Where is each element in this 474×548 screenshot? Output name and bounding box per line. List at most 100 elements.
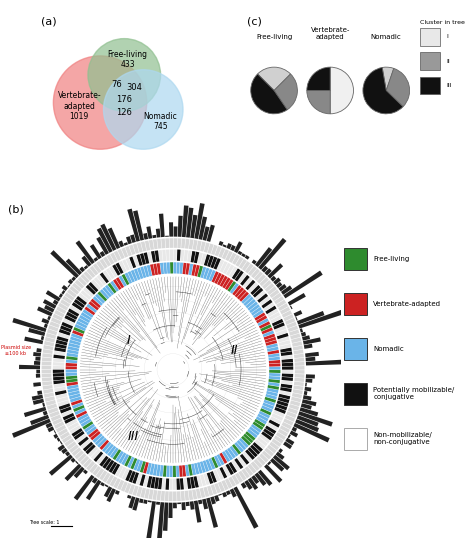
Wedge shape xyxy=(66,366,77,369)
Wedge shape xyxy=(44,305,55,312)
Wedge shape xyxy=(237,289,246,300)
Wedge shape xyxy=(288,434,291,438)
Wedge shape xyxy=(210,256,217,269)
Wedge shape xyxy=(306,374,315,379)
Wedge shape xyxy=(306,357,315,361)
Wedge shape xyxy=(89,301,99,310)
Wedge shape xyxy=(12,419,51,438)
Wedge shape xyxy=(80,456,89,465)
Wedge shape xyxy=(276,282,283,288)
Wedge shape xyxy=(228,477,236,487)
Wedge shape xyxy=(124,242,128,246)
Wedge shape xyxy=(267,309,278,317)
Wedge shape xyxy=(106,475,114,484)
Wedge shape xyxy=(260,408,272,415)
Wedge shape xyxy=(81,419,91,427)
Wedge shape xyxy=(200,242,206,252)
Wedge shape xyxy=(281,286,292,295)
Wedge shape xyxy=(249,304,260,313)
Circle shape xyxy=(54,56,147,149)
Wedge shape xyxy=(129,256,136,268)
Wedge shape xyxy=(247,301,258,311)
Wedge shape xyxy=(243,452,252,463)
Wedge shape xyxy=(134,269,140,280)
Wedge shape xyxy=(295,366,304,370)
Wedge shape xyxy=(257,414,269,421)
Wedge shape xyxy=(134,459,140,471)
Wedge shape xyxy=(242,469,250,478)
Wedge shape xyxy=(118,453,127,464)
Wedge shape xyxy=(96,261,105,271)
Wedge shape xyxy=(254,419,265,427)
Wedge shape xyxy=(225,449,233,460)
Text: Nomadic: Nomadic xyxy=(374,346,404,352)
Wedge shape xyxy=(188,490,193,500)
Wedge shape xyxy=(78,436,89,446)
Wedge shape xyxy=(305,383,307,386)
Wedge shape xyxy=(144,266,149,277)
Wedge shape xyxy=(303,395,311,401)
Wedge shape xyxy=(230,245,236,251)
Wedge shape xyxy=(214,455,221,467)
Wedge shape xyxy=(202,226,210,241)
Wedge shape xyxy=(64,293,74,301)
Wedge shape xyxy=(235,287,244,298)
Wedge shape xyxy=(293,389,303,394)
Text: Non-mobilizable/
non-conjugative: Non-mobilizable/ non-conjugative xyxy=(374,432,432,446)
Wedge shape xyxy=(124,455,132,467)
Wedge shape xyxy=(269,360,280,364)
Wedge shape xyxy=(86,480,101,500)
Wedge shape xyxy=(92,433,103,443)
Wedge shape xyxy=(242,261,250,271)
Wedge shape xyxy=(92,477,98,484)
Wedge shape xyxy=(78,318,89,326)
Wedge shape xyxy=(79,416,90,424)
Text: Free-living
433: Free-living 433 xyxy=(108,50,148,69)
Wedge shape xyxy=(283,314,294,321)
Wedge shape xyxy=(221,480,228,490)
Wedge shape xyxy=(65,451,70,456)
Wedge shape xyxy=(178,216,182,237)
Wedge shape xyxy=(225,279,233,290)
Wedge shape xyxy=(83,459,92,468)
Text: Tree scale: 1: Tree scale: 1 xyxy=(29,520,59,525)
Wedge shape xyxy=(71,333,82,340)
Wedge shape xyxy=(162,250,166,261)
Wedge shape xyxy=(161,491,165,501)
Wedge shape xyxy=(185,502,190,506)
Wedge shape xyxy=(72,402,83,409)
Wedge shape xyxy=(70,397,82,402)
Wedge shape xyxy=(232,285,241,295)
Wedge shape xyxy=(106,460,114,471)
Wedge shape xyxy=(241,253,246,258)
Wedge shape xyxy=(278,336,290,342)
Text: I: I xyxy=(126,334,130,347)
Wedge shape xyxy=(47,404,57,410)
Wedge shape xyxy=(262,299,273,309)
Wedge shape xyxy=(234,241,243,253)
Wedge shape xyxy=(43,385,53,390)
Wedge shape xyxy=(235,271,244,282)
Wedge shape xyxy=(153,464,158,476)
Wedge shape xyxy=(301,332,306,336)
Wedge shape xyxy=(56,437,61,442)
Wedge shape xyxy=(116,451,124,462)
Wedge shape xyxy=(218,482,225,492)
Wedge shape xyxy=(157,239,162,249)
Wedge shape xyxy=(81,439,91,449)
Wedge shape xyxy=(156,465,161,476)
Wedge shape xyxy=(264,464,283,483)
Wedge shape xyxy=(55,310,64,317)
Wedge shape xyxy=(137,254,143,266)
Wedge shape xyxy=(295,317,298,321)
Wedge shape xyxy=(145,488,150,499)
Wedge shape xyxy=(79,315,90,323)
Wedge shape xyxy=(130,235,136,243)
Wedge shape xyxy=(156,263,161,275)
Wedge shape xyxy=(243,277,253,288)
Wedge shape xyxy=(44,392,54,398)
Wedge shape xyxy=(277,401,288,407)
Wedge shape xyxy=(137,460,143,472)
Wedge shape xyxy=(294,378,304,382)
Wedge shape xyxy=(219,276,228,287)
